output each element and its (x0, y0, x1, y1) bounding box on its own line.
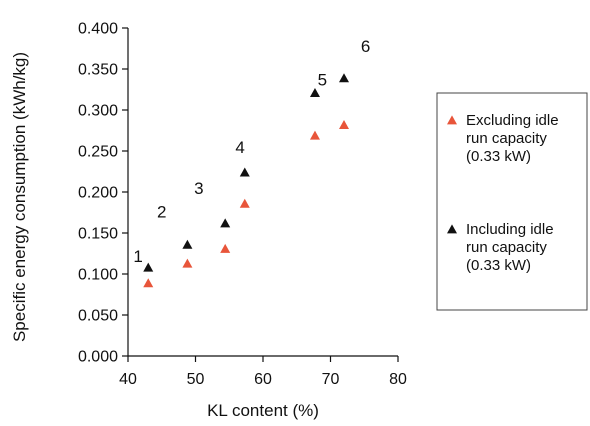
y-tick-label: 0.150 (78, 226, 118, 243)
legend-label: (0.33 kW) (466, 148, 531, 165)
y-tick-label: 0.350 (78, 62, 118, 79)
data-point-series-2 (143, 262, 154, 272)
point-number-label: 3 (194, 179, 203, 198)
y-tick-label: 0.050 (78, 308, 118, 325)
x-tick-label: 40 (119, 371, 137, 388)
legend-label: run capacity (466, 239, 547, 256)
point-number-label: 4 (235, 138, 244, 157)
x-tick-label: 80 (389, 371, 407, 388)
data-point-series-1 (182, 258, 193, 268)
axes: 0.000 0.050 0.100 0.150 0.200 0.250 0.300 0.350… (78, 21, 407, 389)
legend-marker-series-2 (447, 224, 457, 234)
data-point-series-1 (143, 278, 154, 288)
data-point-series-2 (220, 218, 231, 228)
legend-label: Including idle (466, 221, 554, 238)
legend-box (436, 92, 588, 311)
legend-label: Excluding idle (466, 112, 559, 129)
x-tick-label: 50 (187, 371, 205, 388)
y-tick-label: 0.250 (78, 144, 118, 161)
data-point-series-1 (339, 120, 349, 129)
x-tick-label: 60 (254, 371, 272, 388)
legend-marker-series-1 (447, 115, 457, 125)
data-point-series-2 (309, 88, 320, 98)
data-point-series-1 (239, 198, 250, 208)
y-tick-label: 0.100 (78, 267, 118, 284)
data-point-series-2 (239, 167, 250, 177)
y-tick-label: 0.200 (78, 185, 118, 202)
y-tick-label: 0.400 (78, 21, 118, 38)
point-number-label: 6 (361, 37, 370, 56)
legend-label: run capacity (466, 130, 547, 147)
data-points (143, 73, 349, 288)
legend-label: (0.33 kW) (466, 257, 531, 274)
y-tick-label: 0.000 (78, 349, 118, 366)
point-number-label: 1 (133, 247, 142, 266)
point-annotations: 1 2 3 4 5 6 (133, 37, 370, 266)
x-axis-title: KL content (%) (207, 401, 319, 420)
y-tick-label: 0.300 (78, 103, 118, 120)
x-tick-label: 70 (322, 371, 340, 388)
data-point-series-1 (220, 243, 231, 253)
point-number-label: 2 (157, 203, 166, 222)
point-number-label: 5 (318, 71, 327, 90)
data-point-series-2 (339, 73, 349, 83)
y-axis-title: Specific energy consumption (kWh/kg) (10, 52, 29, 342)
data-point-series-2 (182, 239, 193, 249)
data-point-series-1 (309, 130, 320, 140)
